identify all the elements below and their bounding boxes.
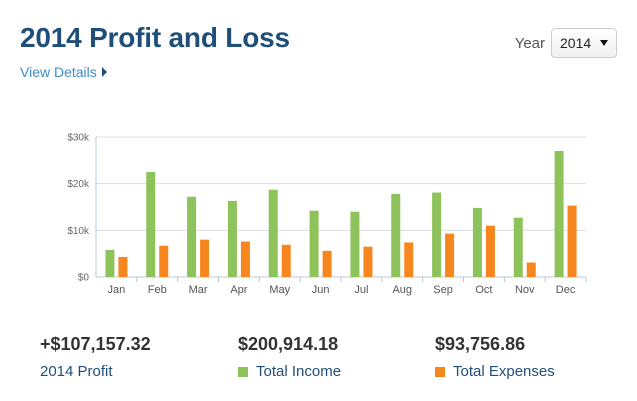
income-bar-jul [350,211,360,277]
expenses-bar-jan [118,256,128,277]
expenses-bar-jul [363,246,373,277]
expenses-value: $93,756.86 [435,334,526,354]
summary-income: $200,914.18 Total Income [238,334,341,380]
expenses-bar-dec [567,205,577,277]
x-tick-label: Mar [189,284,208,296]
year-select-value: 2014 [560,35,592,51]
expenses-bar-may [281,244,291,277]
x-tick-label: Dec [556,284,576,296]
expenses-bar-jun [322,250,332,277]
profit-label: 2014 Profit [40,363,113,380]
x-tick-label: May [269,284,290,296]
expenses-bar-feb [159,245,169,277]
income-bar-oct [472,207,482,277]
income-value: $200,914.18 [238,334,339,354]
expenses-bar-nov [526,262,536,277]
profit-value: +$107,157.32 [40,334,151,354]
x-tick-label: Jan [108,284,126,296]
year-select[interactable]: 2014 [551,28,617,58]
y-tick-label: $10k [67,226,90,237]
year-filter: Year 2014 [515,28,617,58]
income-legend: Total Income [238,363,341,380]
expenses-bar-mar [200,239,210,277]
income-bar-aug [391,193,401,277]
income-bar-may [268,189,278,277]
profit-loss-bar-chart: $0 $10k $20k $30k Jan Feb Mar Apr May Jun Jul Aug Se… [67,133,587,296]
expenses-bar-apr [240,241,250,277]
income-bar-apr [227,200,237,277]
expenses-bar-aug [404,242,414,277]
income-bar-mar [187,196,197,277]
expenses-legend: Total Expenses [435,363,555,380]
income-label: Total Income [256,363,342,380]
y-tick-label: $30k [67,133,90,144]
page-title: 2014 Profit and Loss [20,22,290,53]
x-tick-label: Nov [515,284,535,296]
income-bar-jun [309,210,319,277]
x-tick-label: Jun [312,284,330,296]
view-details-link[interactable]: View Details [20,64,107,80]
income-swatch [238,366,248,377]
view-details-label: View Details [20,64,97,80]
expenses-label: Total Expenses [453,363,555,380]
expenses-bar-sep [445,233,455,277]
income-bar-feb [146,172,156,277]
x-tick-label: Jul [354,284,368,296]
caret-right-icon [101,67,107,78]
income-bar-sep [432,192,442,277]
x-tick-label: Apr [230,284,247,296]
expenses-swatch [435,366,445,377]
summary-expenses: $93,756.86 Total Expenses [435,334,555,380]
x-tick-label: Feb [148,284,167,296]
summary-profit: +$107,157.32 2014 Profit [40,334,151,380]
expenses-bar-oct [485,225,495,277]
y-tick-label: $20k [67,179,90,190]
x-tick-label: Sep [433,284,453,296]
income-bar-nov [513,217,523,277]
income-bar-jan [105,249,115,277]
x-tick-label: Aug [392,284,412,296]
income-bar-dec [554,151,564,277]
year-label: Year [514,34,545,52]
x-tick-label: Oct [475,284,492,296]
chevron-down-icon [600,40,608,46]
y-tick-label: $0 [78,273,90,284]
